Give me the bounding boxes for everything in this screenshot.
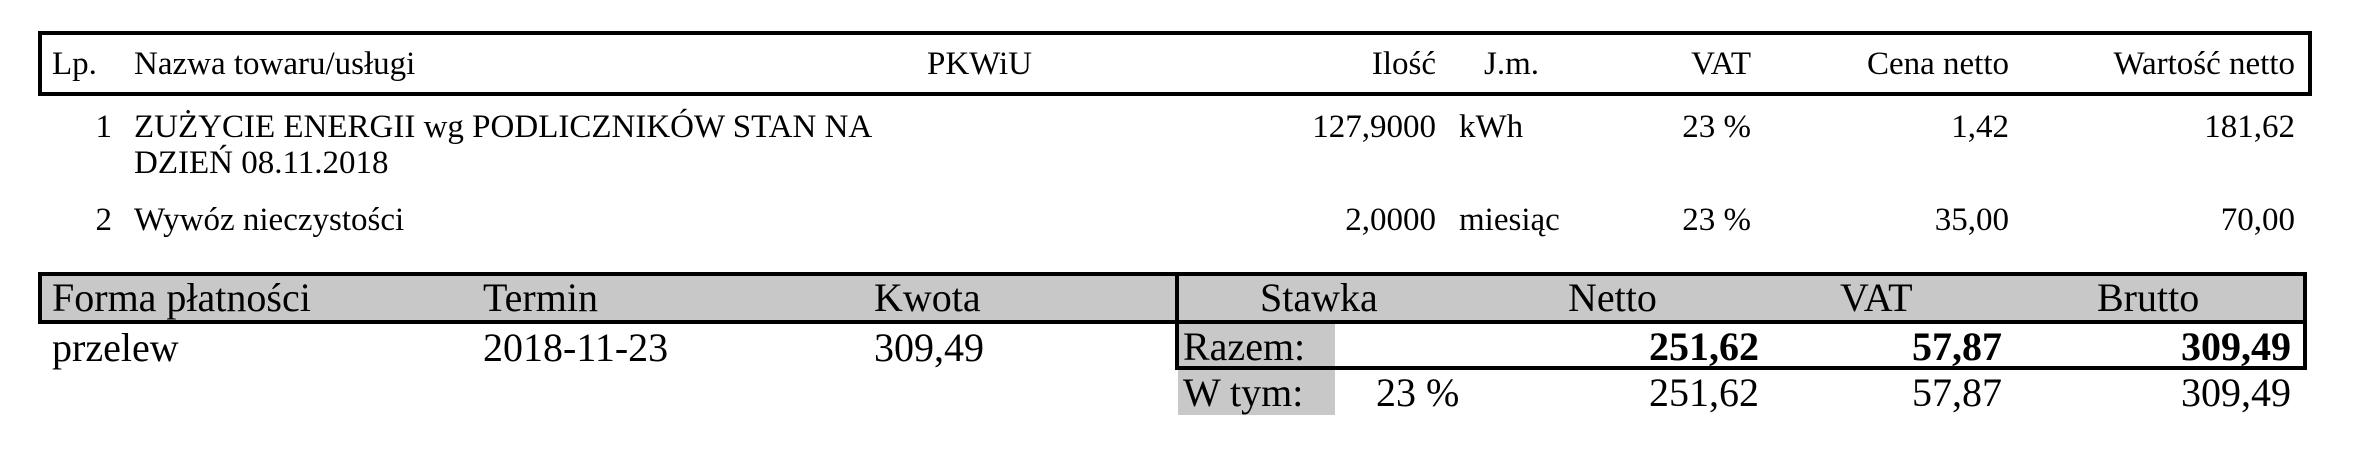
row-net-value: 181,62 <box>2204 109 2295 145</box>
row-qty: 2,0000 <box>1345 202 1436 238</box>
payment-due-label: Termin <box>483 275 598 320</box>
breakdown-vat: 57,87 <box>1912 370 2002 415</box>
row-name: Wywóz nieczystości <box>134 202 405 238</box>
payment-amount-label: Kwota <box>874 275 981 320</box>
row-net-value: 70,00 <box>2220 202 2295 238</box>
breakdown-label-bg <box>1178 370 1335 415</box>
header-unit: J.m. <box>1484 46 1540 82</box>
breakdown-rate: 23 % <box>1376 370 1460 415</box>
total-row-box <box>1175 320 2307 370</box>
row-net-price: 1,42 <box>1951 109 2009 145</box>
total-label-bg <box>1178 322 1335 368</box>
row-net-price: 35,00 <box>1934 202 2009 238</box>
payment-method-label: Forma płatności <box>52 275 311 320</box>
items-table-header <box>38 31 2312 96</box>
header-net-value: Wartość netto <box>2113 46 2295 82</box>
summary-net-label: Netto <box>1568 275 1657 320</box>
header-pkwiu: PKWiU <box>927 46 1033 82</box>
row-vat: 23 % <box>1682 202 1751 238</box>
summary-vat-label: VAT <box>1840 275 1913 320</box>
row-name-cont: DZIEŃ 08.11.2018 <box>134 145 389 181</box>
payment-due-date: 2018-11-23 <box>483 325 669 370</box>
total-net: 251,62 <box>1649 324 1759 369</box>
row-vat: 23 % <box>1682 109 1751 145</box>
row-unit: miesiąc <box>1459 202 1560 238</box>
payment-header-top-border <box>38 272 1178 276</box>
row-qty: 127,9000 <box>1312 109 1436 145</box>
header-net-price: Cena netto <box>1866 46 2009 82</box>
breakdown-label: W tym: <box>1183 370 1304 415</box>
summary-rate-label: Stawka <box>1260 275 1378 320</box>
summary-header-bg <box>1175 273 2307 323</box>
total-label: Razem: <box>1183 324 1306 369</box>
header-vat: VAT <box>1691 46 1751 82</box>
payment-header-bg <box>38 273 1178 323</box>
summary-gross-label: Brutto <box>2097 275 2200 320</box>
payment-method: przelew <box>52 325 179 370</box>
payment-header-bottom-border <box>38 320 1178 324</box>
row-lp: 1 <box>95 109 113 145</box>
breakdown-gross: 309,49 <box>2181 370 2291 415</box>
header-lp: Lp. <box>52 46 97 82</box>
header-qty: Ilość <box>1371 46 1436 82</box>
total-vat: 57,87 <box>1912 324 2002 369</box>
payment-amount: 309,49 <box>874 325 984 370</box>
row-lp: 2 <box>95 202 113 238</box>
total-gross: 309,49 <box>2181 324 2291 369</box>
payment-header-left-border <box>38 272 42 324</box>
breakdown-net: 251,62 <box>1649 370 1759 415</box>
header-name: Nazwa towaru/usługi <box>134 46 416 82</box>
row-name: ZUŻYCIE ENERGII wg PODLICZNIKÓW STAN NA <box>134 109 873 145</box>
row-unit: kWh <box>1459 109 1524 145</box>
